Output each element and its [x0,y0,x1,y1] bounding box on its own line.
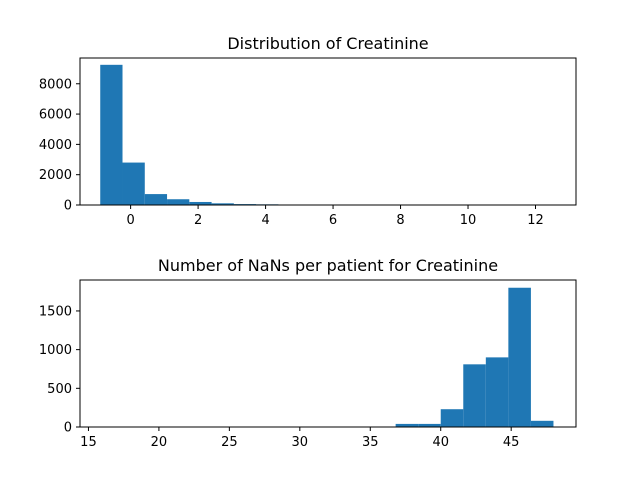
chart-title: Number of NaNs per patient for Creatinin… [158,256,498,275]
x-tick-label: 25 [221,435,238,450]
y-tick-label: 1500 [39,304,72,319]
y-tick-label: 0 [64,421,72,436]
histogram-bar [189,201,212,205]
histogram-bar [395,423,419,427]
x-tick-label: 12 [527,213,544,228]
x-tick-label: 10 [460,213,477,228]
histogram-bar [122,162,145,205]
chart-title: Distribution of Creatinine [227,34,428,53]
histogram-bar [100,64,123,205]
x-tick-label: 15 [80,435,97,450]
y-tick-label: 4000 [39,138,72,153]
histogram-bar [167,199,190,205]
x-tick-label: 40 [432,435,449,450]
y-axis-ticks: 0 2000 4000 6000 8000 [39,77,80,214]
creatinine-distribution-chart: Distribution of Creatinine 0 2 4 6 8 10 12 0 20… [39,34,577,228]
y-tick-label: 2000 [39,168,72,183]
x-axis-ticks: 0 2 4 6 8 10 12 [126,205,544,228]
x-tick-label: 45 [503,435,520,450]
histogram-bar [211,203,234,205]
histogram-bar [144,194,168,205]
plot-area-frame [79,279,577,428]
y-tick-label: 0 [64,199,72,214]
x-tick-label: 8 [396,213,404,228]
histogram-bar [508,287,531,427]
plot-area-frame [79,57,577,206]
y-tick-label: 500 [47,382,72,397]
histogram-bar [485,357,509,427]
histogram-bars [100,64,546,205]
x-tick-label: 4 [261,213,269,228]
histogram-bar [463,364,486,427]
x-tick-label: 20 [151,435,168,450]
x-tick-label: 35 [362,435,379,450]
histogram-bar [418,423,441,427]
x-tick-label: 6 [329,213,337,228]
histogram-bar [530,420,554,427]
histogram-bar [440,409,464,427]
nans-per-patient-chart: Number of NaNs per patient for Creatinin… [39,256,577,450]
y-tick-label: 1000 [39,343,72,358]
y-tick-label: 8000 [39,77,72,92]
y-tick-label: 6000 [39,108,72,123]
x-tick-label: 0 [126,213,134,228]
x-axis-ticks: 15 20 25 30 35 40 45 [80,427,519,450]
x-tick-label: 30 [292,435,309,450]
y-axis-ticks: 0 500 1000 1500 [39,304,80,436]
x-tick-label: 2 [194,213,202,228]
